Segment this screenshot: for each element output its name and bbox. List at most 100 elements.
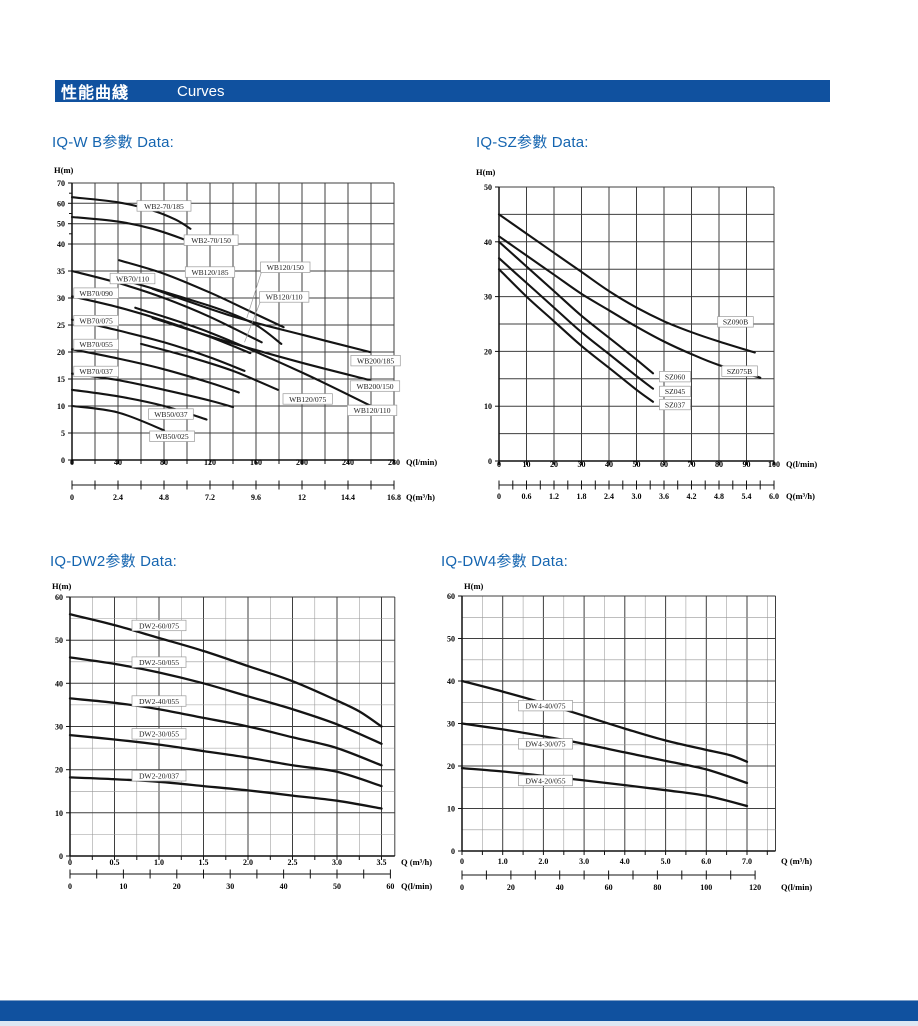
ruler-tick-label: 4.8: [159, 493, 169, 502]
y-tick-label: 40: [55, 679, 63, 688]
y-tick-label: 40: [447, 677, 455, 686]
curve-label-WB2-70/150: WB2-70/150: [191, 236, 231, 245]
curve-labels: DW4-40/075 DW4-30/075 DW4-20/055: [518, 700, 573, 787]
curve-label-box-DW4-20/055: [518, 774, 573, 787]
curve-WB200/185: [151, 287, 371, 354]
x-axis-unit: Q (m³/h): [781, 856, 812, 866]
x-tick-label: 240: [342, 458, 354, 467]
secondary-ruler: 0 20 40 60 80 100 120 Q(l/min): [460, 870, 812, 892]
ruler-tick-label: 3.6: [659, 492, 669, 501]
curve-label-box-WB50/025: [149, 430, 195, 442]
chart-svg-iq-dw2: 60 50 40 30 20 10 0 H(m) 0 0.5 1.0 1.5 2.0 2.5 3.0 3.5 Q…: [52, 581, 432, 891]
y-axis-title: H(m): [476, 167, 496, 177]
curve-label-WB70/075: WB70/075: [79, 317, 113, 326]
curve-WB50/025: [70, 404, 166, 432]
y-axis-title: H(m): [464, 581, 484, 591]
curve-DW2-30/055: [68, 733, 383, 788]
y-tick-label: 10: [57, 402, 65, 411]
curve-WB70/110: [70, 269, 263, 344]
ruler-tick-label: 1.2: [549, 492, 559, 501]
y-axis: 50 40 30 20 10 0 H(m): [476, 167, 499, 466]
x-tick-label: 6.0: [701, 857, 711, 866]
y-axis: 60 50 40 30 20 10 0 H(m): [52, 581, 72, 861]
y-tick-label: 30: [484, 293, 492, 302]
x-tick-label: 1.0: [154, 858, 164, 867]
curve-label-DW4-20/055: DW4-20/055: [525, 776, 565, 785]
ruler-tick-label: 80: [653, 883, 661, 892]
curve-label-WB70/055: WB70/055: [79, 340, 113, 349]
ruler-tick-label: 0: [68, 882, 72, 891]
curve-label-box-WB2-70/185: [136, 200, 192, 212]
footer-strip: [0, 1021, 918, 1026]
secondary-ruler: 0 10 20 30 40 50 60 Q(l/min): [68, 869, 432, 891]
curve-label-SZ037: SZ037: [665, 400, 685, 409]
curve-label-box-WB120/075: [282, 393, 333, 405]
y-tick-label: 0: [488, 457, 492, 466]
x-tick-label: 0.5: [110, 858, 120, 867]
chart-iq-dw4: 60 50 40 30 20 10 0 H(m) 0 1.0 2.0 3.0 4.0 5.0 6.0 7.0 Q…: [440, 580, 880, 905]
x-tick-label: 20: [550, 460, 558, 469]
curve-label-box-WB120/110: [347, 404, 398, 416]
ruler-tick-label: 6.0: [769, 492, 779, 501]
curve-label-box-WB120/150: [260, 261, 311, 273]
ruler-tick-label: 0: [70, 493, 74, 502]
x-tick-label: 50: [633, 460, 641, 469]
x-tick-label: 80: [160, 458, 168, 467]
x-tick-label: 60: [660, 460, 668, 469]
ruler-tick-label: 2.4: [113, 493, 123, 502]
curve-WB70/055: [70, 348, 240, 394]
x-tick-label: 7.0: [742, 857, 752, 866]
curve-DW4-40/075: [460, 679, 749, 763]
y-tick-label: 30: [447, 720, 455, 729]
curve-SZ075B: [497, 235, 762, 379]
curve-label-box-SZ037: [659, 398, 691, 411]
y-tick-label: 70: [57, 179, 65, 188]
x-tick-label: 200: [296, 458, 308, 467]
chart-title-iq-sz: IQ-SZ参數 Data:: [476, 134, 589, 151]
curve-WB70/037: [70, 372, 235, 409]
curve-label-box-DW2-60/075: [131, 619, 187, 632]
curve-label-DW2-60/075: DW2-60/075: [139, 621, 179, 630]
curve-labels: WB2-70/185 WB2-70/150 WB120/185 WB120/150 WB…: [73, 200, 401, 442]
y-tick-label: 20: [55, 766, 63, 775]
curve-label-WB200/150: WB200/150: [356, 382, 393, 391]
curve-label-box-WB2-70/150: [183, 234, 239, 246]
curve-label-SZ090B: SZ090B: [723, 318, 748, 327]
y-tick-label: 10: [447, 805, 455, 814]
curve-label-SZ045: SZ045: [665, 387, 685, 396]
curve-label-box-DW4-30/075: [518, 738, 573, 750]
ruler-tick-label: 20: [173, 882, 181, 891]
header-bar: 性能曲綫 Curves: [55, 80, 830, 102]
ruler-tick-label: 60: [605, 883, 613, 892]
curve-DW2-40/055: [68, 697, 383, 767]
x-tick-label: 2.5: [288, 858, 298, 867]
curve-WB70/075: [70, 318, 246, 372]
curve-label-box-WB70/090: [73, 287, 119, 299]
ruler-tick-label: 14.4: [341, 493, 355, 502]
curve-label-WB120/110: WB120/110: [266, 293, 303, 302]
y-tick-label: 25: [57, 321, 65, 330]
x-axis: 0 10 20 30 40 50 60 70 80 90 100 Q(l/min): [497, 459, 817, 469]
x-tick-label: 3.0: [579, 857, 589, 866]
x-tick-label: 5.0: [661, 857, 671, 866]
x-tick-label: 70: [688, 460, 696, 469]
ruler-tick-label: 20: [507, 883, 515, 892]
curve-SZ060: [497, 240, 655, 375]
x-tick-label: 1.5: [199, 858, 209, 867]
y-tick-label: 40: [57, 240, 65, 249]
curve-label-WB120/075: WB120/075: [289, 395, 326, 404]
curve-label-box-DW2-50/055: [131, 656, 187, 668]
curve-label-box-WB70/110: [109, 272, 156, 285]
y-axis-title: H(m): [54, 165, 74, 175]
ruler-tick-label: 1.8: [577, 492, 587, 501]
x-axis-unit: Q(l/min): [786, 459, 817, 469]
curve-label-WB70/090: WB70/090: [79, 289, 113, 298]
y-tick-label: 40: [484, 238, 492, 247]
curve-label-DW2-20/037: DW2-20/037: [139, 772, 179, 781]
curve-label-box-WB200/185: [350, 355, 401, 367]
curve-DW2-60/075: [68, 613, 383, 728]
ruler-tick-label: 0: [460, 883, 464, 892]
curve-label-box-DW2-40/055: [131, 695, 187, 707]
x-tick-label: 3.0: [332, 858, 342, 867]
